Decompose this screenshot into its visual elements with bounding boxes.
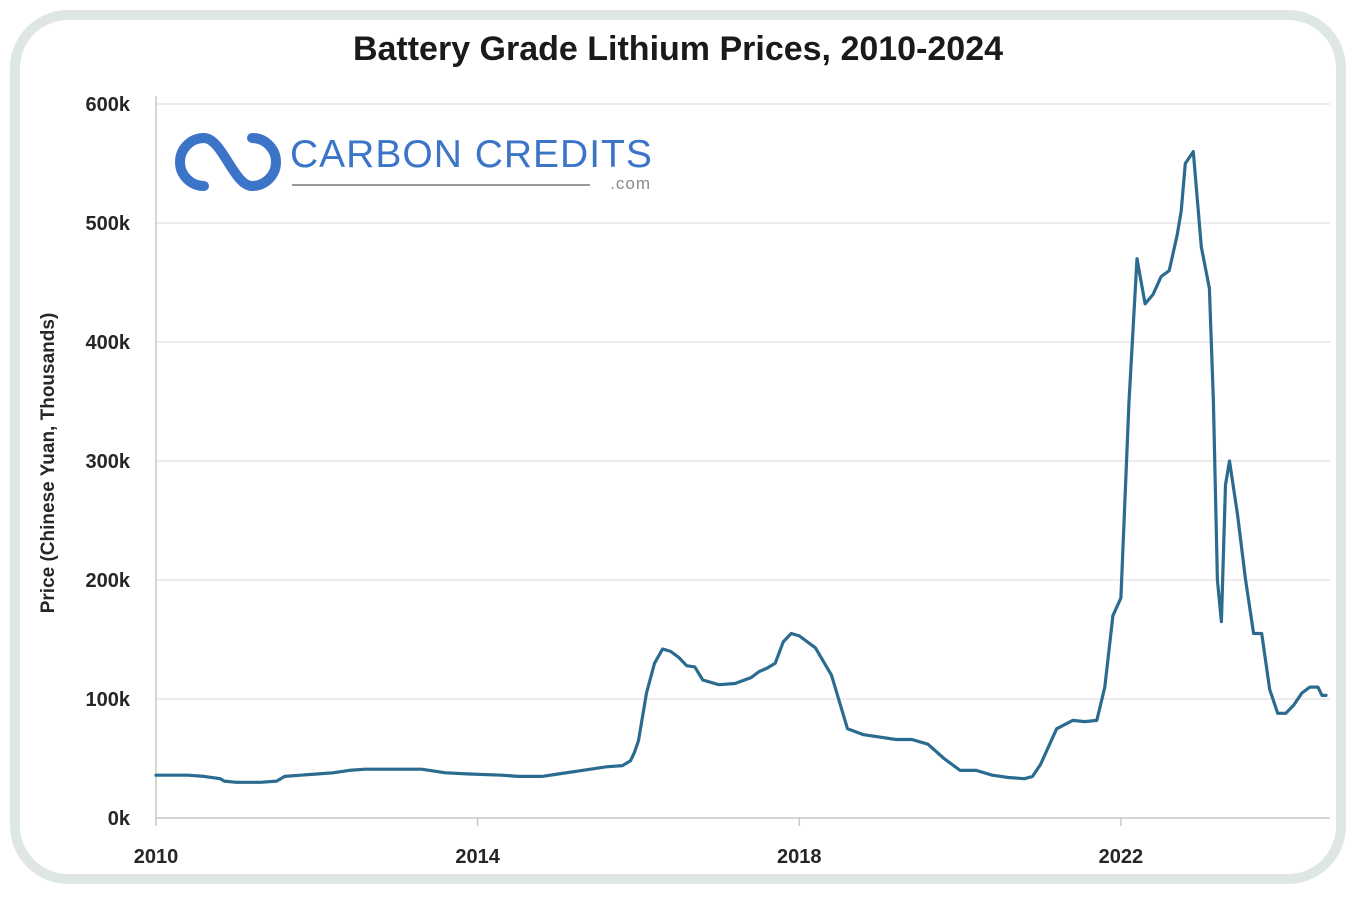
- series-line: [154, 150, 1328, 784]
- x-tick-label: 2014: [455, 846, 500, 868]
- y-axis-label: Price (Chinese Yuan, Thousands): [38, 313, 59, 614]
- x-tick-label: 2010: [134, 846, 179, 868]
- x-tick-label: 2022: [1099, 846, 1144, 868]
- y-tick-label: 200k: [86, 570, 131, 592]
- logo-mark-icon: [175, 133, 281, 191]
- logo-suffix: .com: [610, 174, 651, 193]
- y-tick-label: 400k: [86, 332, 131, 354]
- chart-title: Battery Grade Lithium Prices, 2010-2024: [353, 30, 1003, 68]
- y-tick-label: 500k: [86, 213, 131, 235]
- carbon-credits-logo: CARBON CREDITS .com: [175, 133, 653, 193]
- y-axis-ticks: 0k 100k 200k 300k 400k 500k 600k: [86, 94, 131, 830]
- y-tick-label: 600k: [86, 94, 131, 116]
- logo-name: CARBON CREDITS: [290, 133, 653, 176]
- y-tick-label: 300k: [86, 451, 131, 473]
- chart-frame: [10, 10, 1346, 884]
- x-tick-label: 2018: [777, 846, 822, 868]
- y-tick-label: 0k: [108, 808, 131, 830]
- x-axis-ticks: 2010 2014 2018 2022: [134, 818, 1143, 868]
- y-tick-label: 100k: [86, 689, 131, 711]
- grid-lines: [156, 103, 1330, 700]
